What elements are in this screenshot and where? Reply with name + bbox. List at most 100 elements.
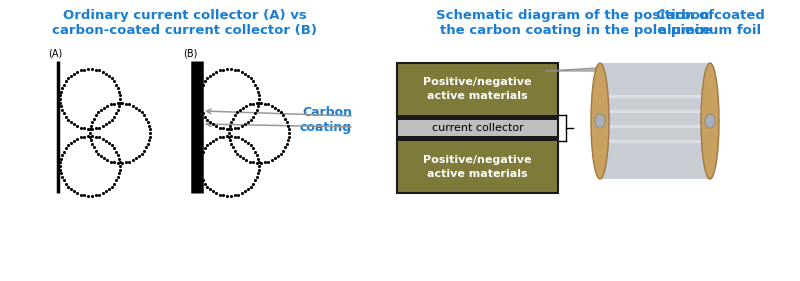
Point (106, 76, 118, 81)
Point (214, 68, 226, 73)
Point (106, 143, 118, 148)
Point (114, 93, 126, 98)
Point (206, 189, 219, 194)
Bar (600, 63, 710, 179)
Point (250, 86, 263, 90)
Point (108, 182, 121, 186)
Point (221, 194, 234, 198)
Point (223, 138, 236, 143)
Point (67, 71, 80, 76)
Point (252, 171, 265, 176)
Point (119, 160, 132, 165)
Point (194, 86, 207, 90)
Point (102, 140, 115, 145)
Point (206, 71, 219, 76)
Point (86, 67, 98, 71)
Point (228, 126, 241, 131)
Point (111, 153, 124, 157)
Text: carbon-coated current collector (B): carbon-coated current collector (B) (53, 24, 318, 37)
Point (119, 101, 132, 106)
Point (93, 125, 106, 130)
Point (126, 158, 139, 162)
Ellipse shape (705, 114, 715, 128)
Point (135, 110, 148, 115)
Point (247, 101, 260, 106)
Point (62, 143, 74, 148)
Point (258, 101, 271, 106)
Point (266, 158, 278, 162)
Point (210, 70, 222, 74)
Point (56, 153, 69, 157)
Point (93, 68, 106, 73)
Point (65, 187, 78, 191)
Point (56, 175, 69, 179)
Point (108, 79, 121, 84)
Point (90, 67, 102, 72)
Bar (397, 63, 558, 115)
Point (114, 164, 126, 168)
Point (102, 74, 115, 78)
Point (133, 108, 146, 112)
Point (82, 194, 94, 198)
Point (252, 93, 265, 98)
Point (198, 114, 211, 119)
Point (228, 67, 241, 72)
Point (67, 189, 80, 194)
Point (214, 135, 226, 140)
Point (86, 194, 98, 198)
Point (113, 89, 126, 94)
Point (65, 120, 78, 124)
Bar (397, 63, 558, 193)
Point (56, 86, 69, 90)
Point (142, 138, 155, 143)
Point (214, 125, 226, 130)
Point (84, 131, 96, 135)
Point (217, 134, 230, 139)
Point (196, 149, 209, 154)
Point (232, 192, 245, 197)
Point (281, 142, 294, 146)
Point (94, 154, 107, 158)
Point (196, 82, 209, 87)
Point (228, 113, 241, 118)
Ellipse shape (701, 63, 719, 179)
Point (82, 67, 94, 71)
Point (90, 148, 102, 153)
Bar (397, 120, 558, 136)
Point (111, 175, 124, 179)
Point (93, 192, 106, 197)
Point (114, 97, 126, 101)
Point (235, 137, 248, 141)
Point (247, 146, 260, 151)
Point (266, 104, 278, 108)
Point (234, 108, 246, 112)
Point (253, 164, 266, 168)
Point (194, 153, 207, 157)
Point (250, 108, 263, 112)
Point (104, 159, 117, 164)
Point (111, 108, 124, 112)
Point (282, 127, 295, 132)
Point (222, 131, 235, 135)
Point (143, 127, 156, 132)
Point (62, 184, 74, 189)
Point (193, 97, 206, 101)
Point (253, 97, 266, 101)
Point (96, 124, 109, 128)
Point (201, 184, 214, 189)
Point (87, 116, 100, 121)
Point (106, 117, 118, 122)
Point (277, 148, 290, 153)
Point (254, 161, 267, 165)
Point (272, 154, 285, 158)
Point (232, 135, 245, 140)
Point (54, 167, 66, 172)
Point (245, 184, 258, 189)
Point (225, 142, 238, 146)
Point (78, 67, 90, 72)
Point (282, 138, 294, 143)
Point (54, 97, 66, 101)
Point (194, 171, 206, 176)
Point (217, 126, 230, 131)
Point (274, 110, 287, 115)
